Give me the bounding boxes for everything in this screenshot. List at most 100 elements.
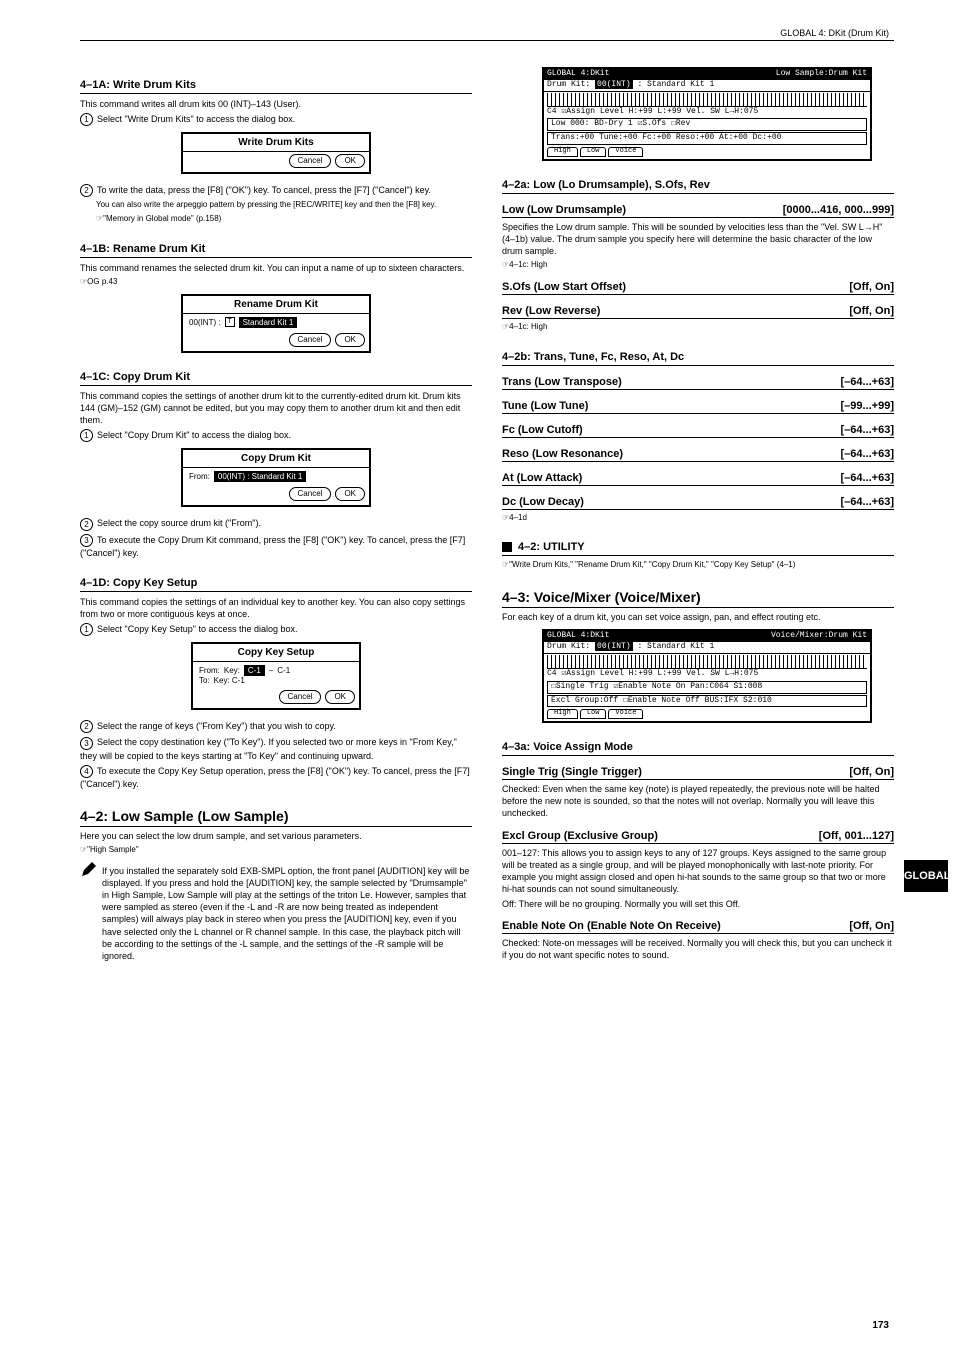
ok-button[interactable]: OK [325,690,355,704]
copy-key-setup-title: Copy Key Setup [193,644,359,662]
param-at-range: [–64...+63] [840,472,894,484]
sec-4-2b-title: 4–2b: Trans, Tune, Fc, Reso, At, Dc [502,351,894,366]
sec-4-2b-xref: ☞4–1d [502,513,894,524]
text-entry-icon[interactable]: T [225,317,235,327]
param-dc-range: [–64...+63] [840,496,894,508]
param-dc-label: Dc (Low Decay) [502,496,584,508]
rename-field-label: 00(INT) : [189,318,221,327]
rename-field-value[interactable]: Standard Kit 1 [239,317,298,328]
from-label: From: [199,666,220,675]
param-low-drumsample-xref: ☞4–1c: High [502,260,894,271]
sec-4-1d-intro: This command copies the settings of an i… [80,596,472,620]
sec-4-1d-title: 4–1D: Copy Key Setup [80,577,472,592]
sec-4-1a-step1: Select "Write Drum Kits" to access the d… [97,114,295,124]
step-2-icon: 2 [80,184,93,197]
sec-4-1c-step1: Select "Copy Drum Kit" to access the dia… [97,430,291,440]
sec-4-1d-step1: Select "Copy Key Setup" to access the di… [97,624,298,634]
step-4-icon: 4 [80,765,93,778]
step-1-icon: 1 [80,113,93,126]
square-icon [502,542,512,552]
sec-4-1b-xref: ☞OG p.43 [80,277,472,288]
lcd-tab-voice[interactable]: Voice [608,147,643,157]
param-fc-range: [–64...+63] [840,424,894,436]
param-low-drumsample-range: [0000...416, 000...999] [783,204,894,216]
to-label: To: [199,676,210,685]
sec-4-1d-step4: To execute the Copy Key Setup operation,… [80,766,470,789]
step-2-icon: 2 [80,518,93,531]
cancel-button[interactable]: Cancel [289,487,332,501]
param-enable-note-on-label: Enable Note On (Enable Note On Receive) [502,920,721,932]
lcd-tab-voice[interactable]: Voice [608,709,643,719]
from-key2-val[interactable]: C-1 [277,666,290,675]
lcd-tab-low[interactable]: Low [580,709,607,719]
param-tune: Tune (Low Tune)[–99...+99] [502,400,894,414]
param-reso-label: Reso (Low Resonance) [502,448,623,460]
param-low-drumsample-label: Low (Low Drumsample) [502,204,626,216]
cancel-button[interactable]: Cancel [289,154,332,168]
sec-4-3-intro: For each key of a drum kit, you can set … [502,611,894,623]
param-low-drumsample-text: Specifies the Low drum sample. This will… [502,221,894,257]
param-trans-label: Trans (Low Transpose) [502,376,622,388]
sec-4-1a-xref: ☞"Memory in Global mode" (p.158) [96,214,472,225]
copy-drumkit-dialog: Copy Drum Kit From: 00(INT) : Standard K… [181,448,371,507]
sec-4-1a-title: 4–1A: Write Drum Kits [80,79,472,94]
to-key[interactable]: Key: C-1 [214,676,245,685]
lcd2-r2b[interactable]: 00(INT) [595,642,633,651]
param-trans-range: [–64...+63] [840,376,894,388]
param-excl-group-text-a: 001–127: This allows you to assign keys … [502,847,894,896]
rename-drumkit-dialog-title: Rename Drum Kit [183,296,369,314]
ok-button[interactable]: OK [335,154,365,168]
lcd1-row5: Trans:+00 Tune:+00 Fc:+00 Reso:+00 At:+0… [547,132,867,145]
lcd-tab-high[interactable]: High [547,709,578,719]
param-dc: Dc (Low Decay) [–64...+63] [502,496,894,510]
from-key-val[interactable]: C-1 [244,665,265,676]
side-tab: GLOBAL [904,860,948,892]
param-tune-range: [–99...+99] [840,400,894,412]
param-single-trig-range: [Off, On] [849,766,894,778]
dash: – [269,666,273,675]
sec-4-3-heading: 4–3: Voice/Mixer (Voice/Mixer) [502,589,894,608]
lcd-tab-high[interactable]: High [547,147,578,157]
param-single-trig: Single Trig (Single Trigger)[Off, On] [502,766,894,780]
step-3-icon: 3 [80,737,93,750]
param-single-trig-text: Checked: Even when the same key (note) i… [502,783,894,819]
sec-4-2-intro: Here you can select the low drum sample,… [80,830,472,842]
copy-from-value[interactable]: 00(INT) : Standard Kit 1 [214,471,306,482]
param-sofs-range: [Off, On] [849,281,894,293]
param-enable-note-on-range: [Off, On] [849,920,894,932]
copy-from-label: From: [189,472,210,481]
cancel-button[interactable]: Cancel [289,333,332,347]
lcd-tab-low[interactable]: Low [580,147,607,157]
sec-4-1c-title: 4–1C: Copy Drum Kit [80,371,472,386]
lcd1-r2b[interactable]: 00(INT) [595,80,633,89]
sec-4-2-note: If you installed the separately sold EXB… [102,865,472,962]
sec-4-1b-intro: This command renames the selected drum k… [80,262,472,274]
sec-4-1c-step3: To execute the Copy Drum Kit command, pr… [80,535,465,558]
lcd-voice-mixer: GLOBAL 4:DKit Voice/Mixer:Drum Kit Drum … [542,629,872,723]
sec-4-3-heading-text: 4–3: Voice/Mixer (Voice/Mixer) [502,589,701,605]
param-excl-group: Excl Group (Exclusive Group)[Off, 001...… [502,830,894,844]
page-header-right: GLOBAL 4: DKit (Drum Kit) [780,28,889,38]
ok-button[interactable]: OK [335,487,365,501]
sec-4-2-utility-xref: ☞"Write Drum Kits," "Rename Drum Kit," "… [502,560,894,571]
lcd1-r2c: : Standard Kit 1 [637,80,714,89]
ok-button[interactable]: OK [335,333,365,347]
lcd2-row5: Excl Group:Off ☐Enable Note Off BUS:IFX … [547,695,867,708]
page-number: 173 [872,1320,889,1331]
sec-4-2-utility-text: 4–2: UTILITY [518,541,585,553]
sec-4-2a-title: 4–2a: Low (Lo Drumsample), S.Ofs, Rev [502,179,894,194]
sec-4-1c-step2: Select the copy source drum kit ("From")… [97,518,261,528]
copy-drumkit-dialog-title: Copy Drum Kit [183,450,369,468]
param-enable-note-on: Enable Note On (Enable Note On Receive) [… [502,920,894,934]
lcd2-r2a: Drum Kit: [547,642,590,651]
pencil-note-icon [80,862,96,878]
sec-4-2-xref: ☞"High Sample" [80,845,472,856]
step-1-icon: 1 [80,429,93,442]
lcd1-r2a: Drum Kit: [547,80,590,89]
side-tab-label: GLOBAL [904,870,950,882]
lcd-low-sample: GLOBAL 4:DKit Low Sample:Drum Kit Drum K… [542,67,872,161]
cancel-button[interactable]: Cancel [279,690,322,704]
param-fc-label: Fc (Low Cutoff) [502,424,583,436]
lcd2-row4: ☐Single Trig ☑Enable Note On Pan:C064 S1… [547,681,867,694]
lcd1-top-left: GLOBAL 4:DKit [547,70,609,79]
